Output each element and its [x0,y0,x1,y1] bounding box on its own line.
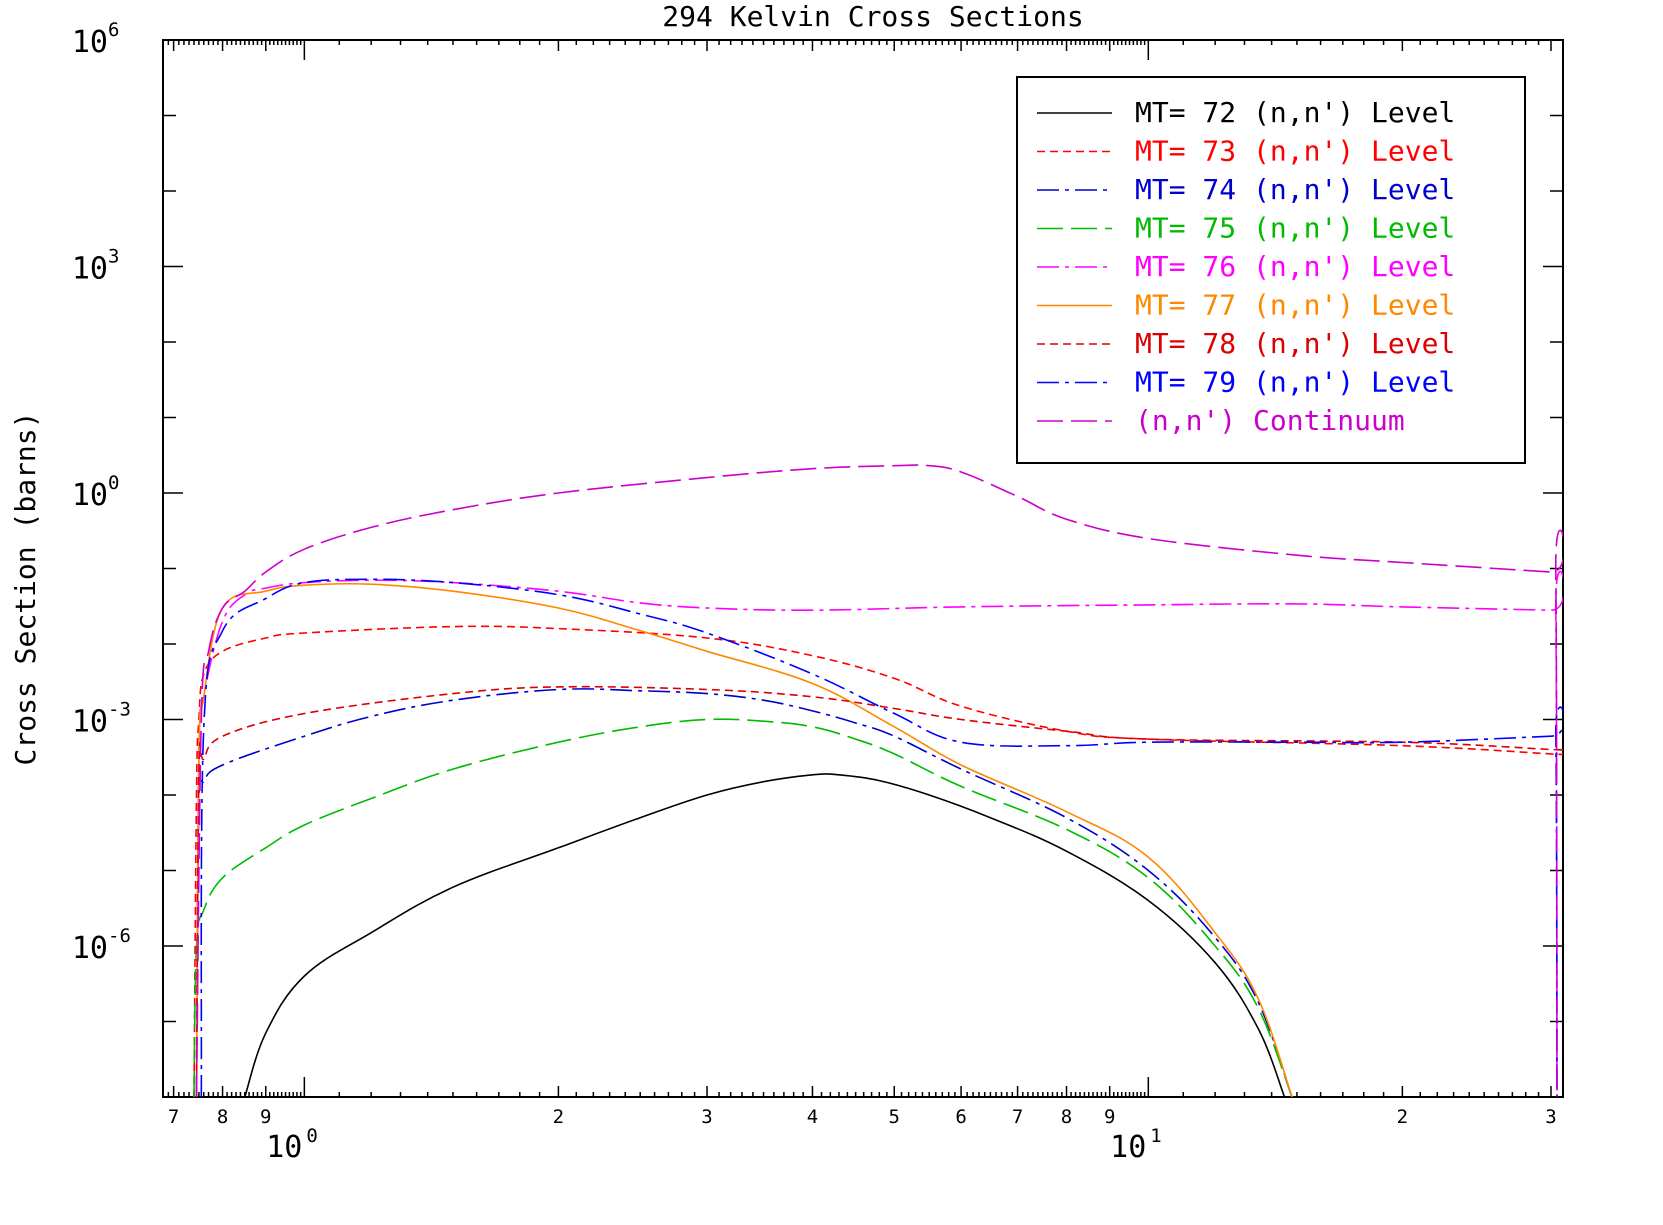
legend-label: MT= 76 (n,n') Level [1135,250,1455,283]
legend-label: MT= 79 (n,n') Level [1135,366,1455,399]
y-tick-label: 10 [72,705,108,740]
y-tick-exponent: 0 [108,472,119,494]
y-tick-label: 10 [72,252,108,287]
y-axis-title: Cross Section (barns) [9,411,42,765]
legend-label: (n,n') Continuum [1135,404,1405,437]
y-tick-label: 10 [72,25,108,60]
x-minor-label: 5 [889,1106,900,1128]
y-tick-label: 10 [72,931,108,966]
x-decade-label: 10 [266,1130,302,1165]
legend-entries: MT= 72 (n,n') Level MT= 73 (n,n') Level MT… [1037,96,1455,437]
series-line-1 [193,625,1563,1097]
y-tick-exponent: -6 [108,925,131,947]
chart-title: 294 Kelvin Cross Sections [662,0,1083,33]
x-minor-label: 3 [1545,1106,1556,1128]
x-decade-exponent: 0 [306,1125,317,1147]
series-lines [193,464,1563,1097]
series-line-3 [193,718,1293,1097]
x-decade-label: 10 [1110,1130,1146,1165]
x-minor-label: 4 [807,1106,818,1128]
series-line-7 [200,578,1563,1097]
legend-label: MT= 77 (n,n') Level [1135,289,1455,322]
x-decade-exponent: 1 [1150,1125,1161,1147]
axis-ticks [163,39,1563,1098]
series-line-0 [244,773,1286,1097]
x-minor-label: 9 [260,1106,271,1128]
x-minor-label: 9 [1104,1106,1115,1128]
x-minor-label: 7 [168,1106,179,1128]
series-line-6 [195,685,1563,1097]
y-tick-exponent: 3 [108,246,119,268]
y-tick-exponent: -3 [108,699,131,721]
y-tick-label: 10 [72,478,108,513]
series-line-8 [195,464,1563,1097]
legend: MT= 72 (n,n') Level MT= 73 (n,n') Level MT… [1016,76,1526,464]
x-minor-label: 8 [217,1106,228,1128]
x-minor-label: 8 [1061,1106,1072,1128]
x-minor-label: 3 [701,1106,712,1128]
y-axis-title-group: Cross Section (barns) [9,411,42,765]
y-tick-exponent: 6 [108,19,119,41]
legend-label: MT= 72 (n,n') Level [1135,96,1455,129]
legend-label: MT= 74 (n,n') Level [1135,173,1455,206]
x-minor-label: 6 [955,1106,966,1128]
series-line-2 [195,688,1293,1097]
series-line-5 [195,582,1293,1097]
series-line-4 [195,570,1563,1097]
legend-box [1016,76,1526,464]
x-minor-label: 2 [553,1106,564,1128]
x-minor-label: 2 [1397,1106,1408,1128]
x-minor-label: 7 [1012,1106,1023,1128]
legend-label: MT= 73 (n,n') Level [1135,135,1455,168]
x-tick-labels: 7 8 9 2 3 4 5 6 7 8 9 2 310 0 10 1 [168,1106,1557,1165]
legend-label: MT= 78 (n,n') Level [1135,327,1455,360]
legend-label: MT= 75 (n,n') Level [1135,212,1455,245]
